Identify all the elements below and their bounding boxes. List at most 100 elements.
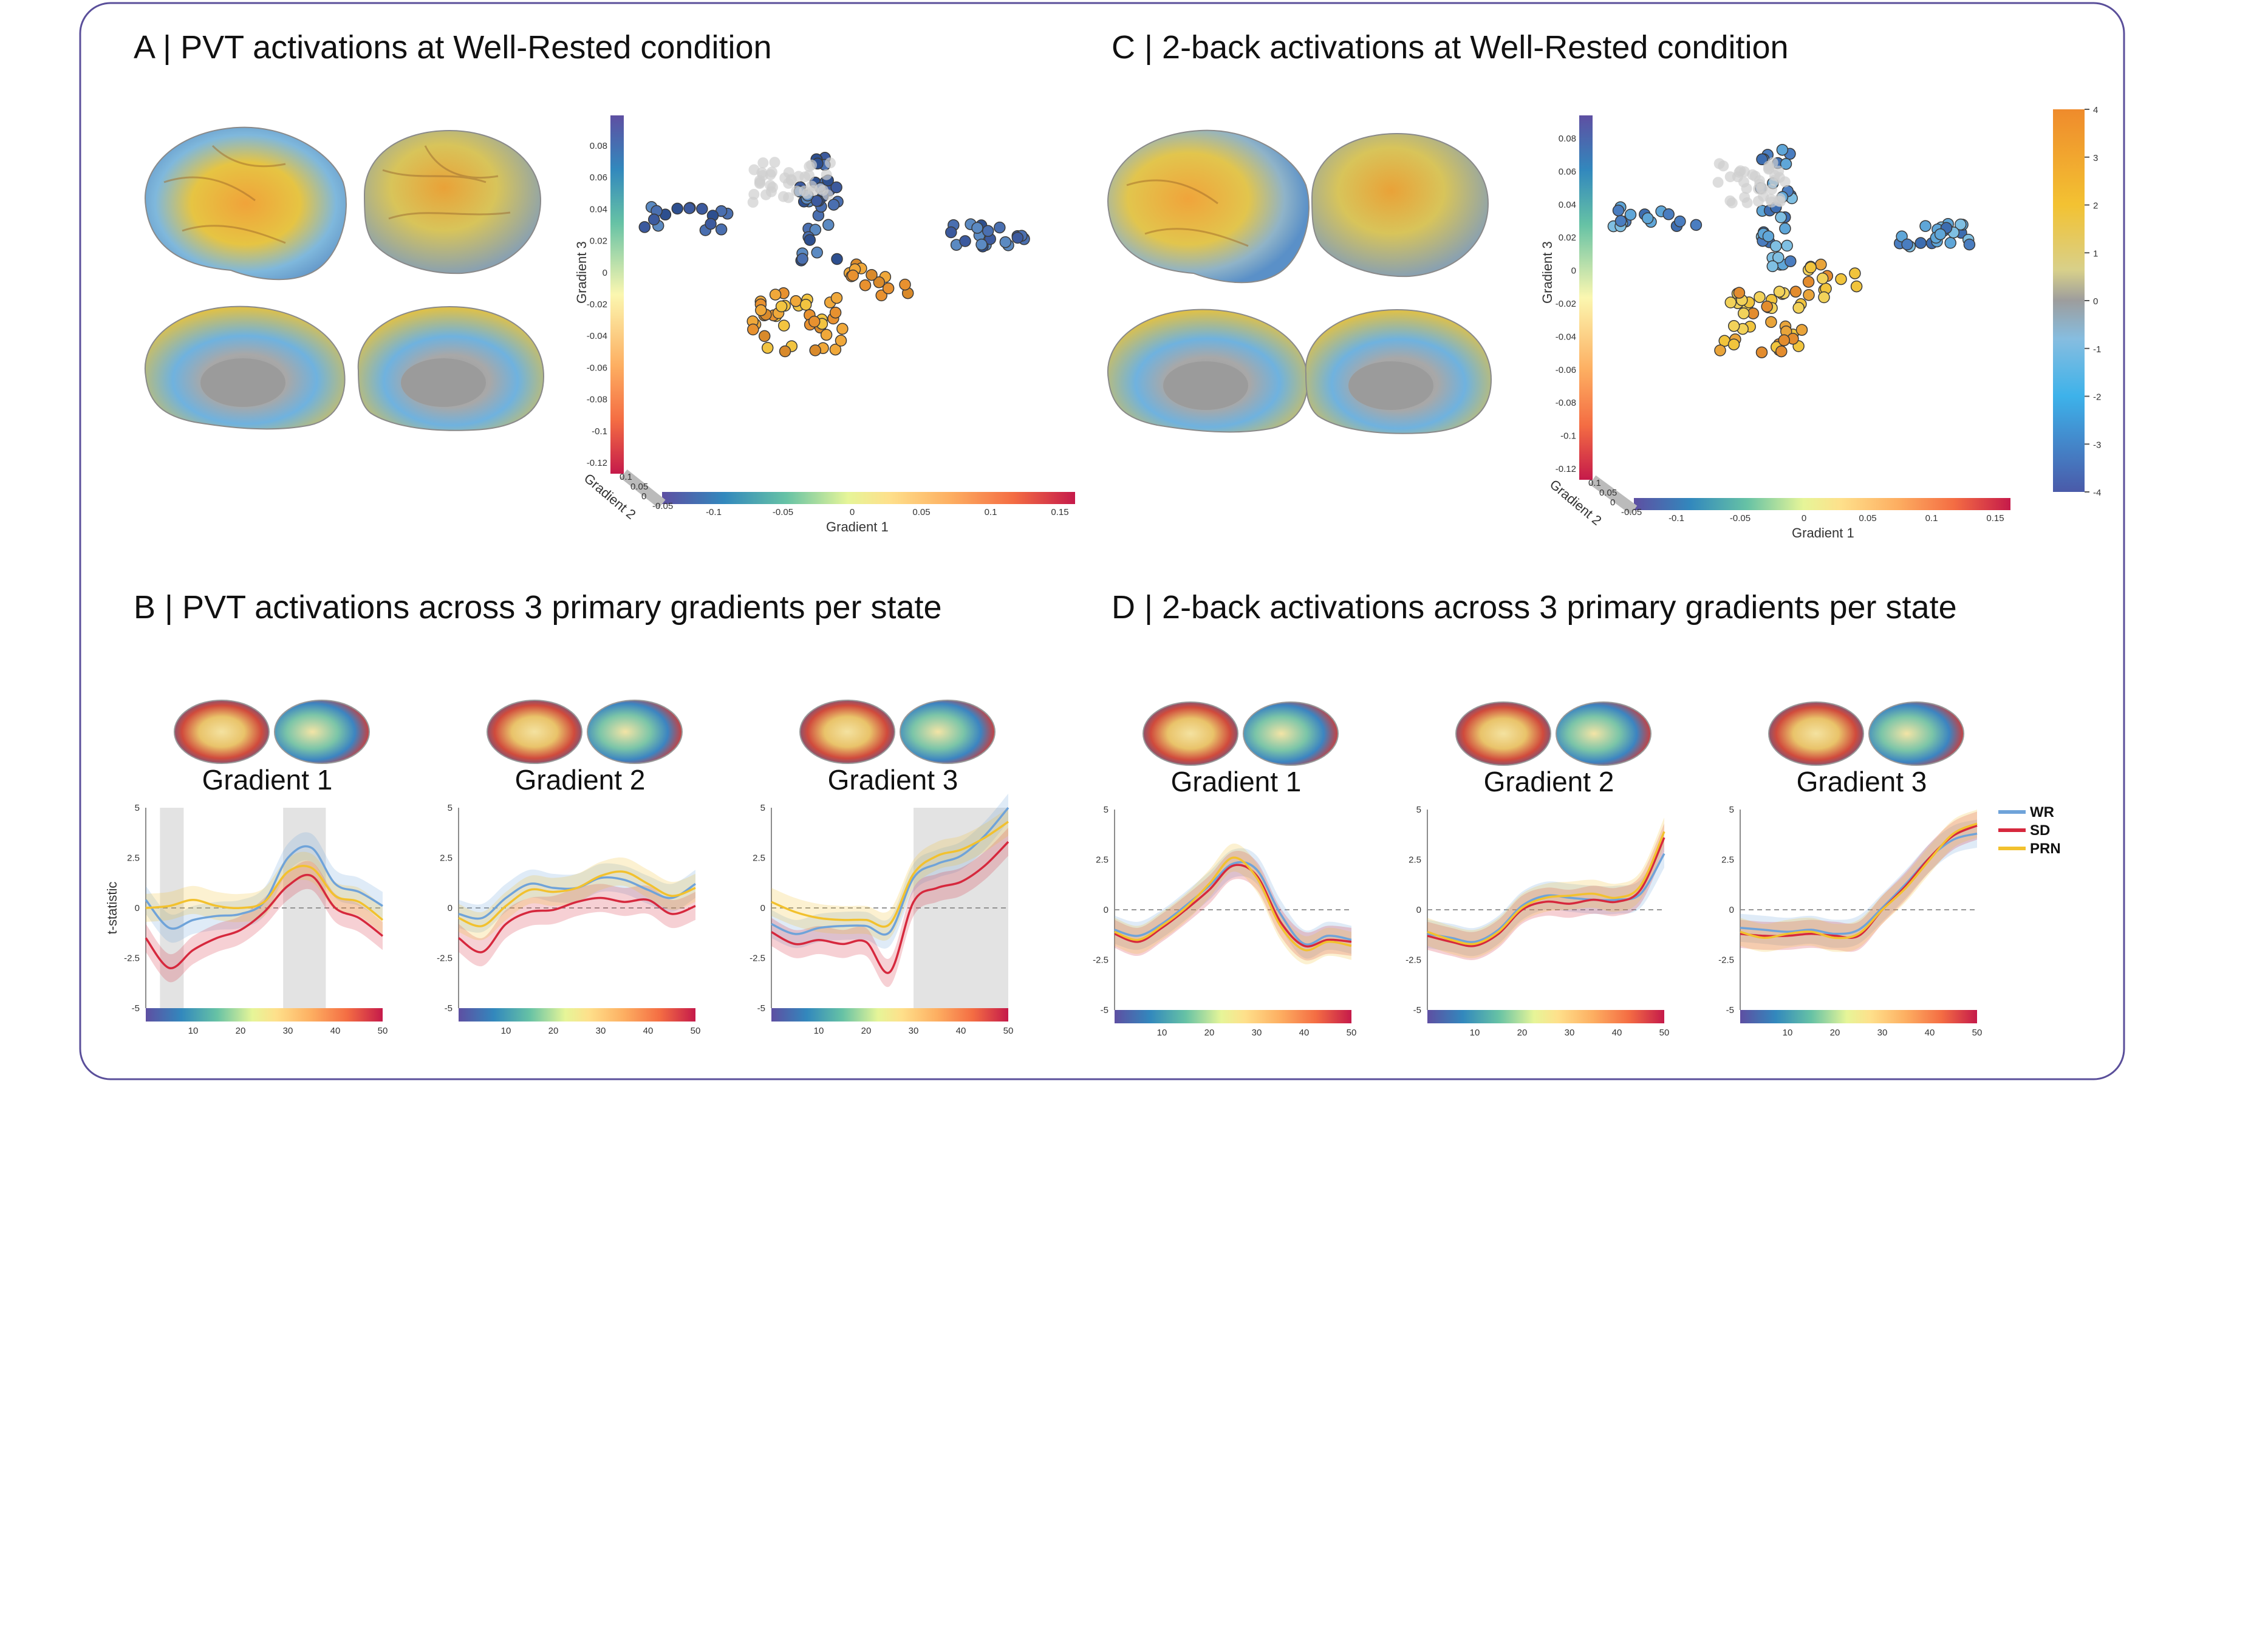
scatter-point [1766, 196, 1777, 208]
scatter-point [775, 300, 788, 313]
scatter-point [1011, 231, 1024, 244]
scatter-c-ytick-label: 0.02 [1559, 233, 1576, 243]
activation-tick-label: -1 [2093, 344, 2101, 355]
scatter-c-xtick-label: -0.1 [1669, 513, 1684, 524]
scatter-point [1919, 220, 1932, 232]
scatter-point [830, 292, 843, 304]
scatter-a-xtick-label: -0.05 [773, 507, 793, 517]
scatter-point [1762, 230, 1775, 242]
scatter-point [683, 202, 695, 214]
scatter-point [1641, 212, 1654, 225]
scatter-point [1724, 195, 1736, 206]
scatter-point [747, 323, 759, 336]
scatter-point [809, 344, 821, 356]
scatter-c-depth-axis [1589, 475, 1638, 515]
scatter-a-xtick-label: 0.05 [912, 507, 930, 517]
scatter-a-ytick-label: 0.08 [590, 141, 607, 151]
gradient-brain-medial-thumbnail [1556, 701, 1651, 766]
activation-tick-label: -3 [2093, 440, 2101, 450]
xtick-label: 30 [909, 1026, 919, 1036]
scatter-a-ytick-label: -0.02 [587, 299, 607, 310]
scatter-a-ylabel: Gradient 3 [574, 241, 589, 304]
scatter-a-ytick-label: 0.02 [590, 236, 607, 247]
gradient-brain-lateral-thumbnail [1768, 701, 1864, 766]
xtick-label: 10 [501, 1026, 511, 1036]
scatter-a-ytick-label: 0.04 [590, 204, 607, 214]
scatter-point [882, 282, 895, 295]
scatter-point [755, 304, 767, 316]
gradient-chart-b-3: Gradient 3 5 2.5 0 -2.5 -5 10 20 30 40 50 [750, 700, 1013, 1036]
confidence-band-prn [146, 851, 383, 934]
scatter-point [791, 185, 802, 197]
gradient-chart-d-2: Gradient 2 5 2.5 0 -2.5 -5 10 20 30 40 50 [1406, 701, 1669, 1038]
series-line-wr [771, 807, 1009, 936]
scatter-a-xlabel: Gradient 1 [826, 519, 889, 534]
ytick-label: 5 [448, 803, 453, 813]
scatter-c-z-ticks: 0.10.050 -0.05 [1588, 478, 1642, 517]
scatter-c-ytick-label: -0.12 [1556, 464, 1576, 474]
scatter-point [831, 253, 843, 265]
brain-lateral-right-c [1311, 132, 1489, 278]
scatter-point [757, 170, 768, 182]
ytick-label: 5 [1104, 805, 1108, 815]
confidence-band-sd [459, 884, 695, 967]
scatter-c-x-ticks: -0.1 -0.05 0 0.05 0.1 0.15 [1669, 513, 2004, 524]
scatter-a-ztick-label: -0.05 [652, 501, 673, 511]
scatter-point [804, 234, 816, 246]
scatter-c-xtick-label: 0.1 [1925, 513, 1938, 524]
scatter-point [1850, 280, 1863, 293]
ytick-label: -5 [445, 1003, 453, 1014]
ytick-label: 2.5 [1721, 855, 1734, 865]
series-line-sd [771, 841, 1009, 974]
gradient-chart-title: Gradient 3 [828, 764, 958, 796]
scatter-point [994, 221, 1006, 234]
scatter-point [971, 222, 983, 234]
ytick-label: -2.5 [437, 953, 453, 964]
confidence-band-sd [1427, 824, 1664, 960]
scatter-point [999, 236, 1012, 248]
ytick-label: 0 [1104, 905, 1108, 915]
scatter-point [1795, 324, 1808, 336]
scatter-point [1944, 237, 1956, 249]
xtick-label: 50 [691, 1026, 701, 1036]
gradient-brain-medial-thumbnail [587, 700, 683, 764]
ytick-label: -5 [132, 1003, 140, 1014]
series-line-prn [771, 820, 1009, 928]
activation-tick-label: 2 [2093, 201, 2098, 211]
scatter-point [1789, 285, 1802, 298]
scatter-point [705, 217, 717, 230]
activation-tick-label: 1 [2093, 248, 2098, 259]
scatter-point [796, 253, 808, 265]
gradient-brain-lateral-thumbnail [174, 700, 270, 764]
gradient-chart-b-1: Gradient 1 5 2.5 0 -2.5 -5 10 20 30 40 50 t-statist… [104, 700, 388, 1036]
xtick-label: 40 [1612, 1028, 1622, 1038]
figure-frame [79, 2, 2125, 1080]
scatter-point [830, 181, 842, 194]
activation-colorbar: 4 3 2 1 0 -1 -2 -3 -4 [2053, 105, 2101, 498]
gradient-chart-d-3: Gradient 3 5 2.5 0 -2.5 -5 10 20 30 40 50 [1718, 701, 1982, 1038]
scatter-point [1769, 170, 1780, 181]
gradient-colorbar [1427, 1010, 1664, 1023]
scatter-point [769, 288, 782, 301]
scatter-c-xtick-label: 0.05 [1859, 513, 1876, 524]
scatter-point [1727, 320, 1740, 332]
ytick-label: 5 [135, 803, 140, 813]
scatter-c-y-ticks: 0.08 0.06 0.04 0.02 0 -0.02 -0.04 -0.06 -0.08 -0.… [1556, 134, 1576, 474]
scatter-point [820, 329, 833, 341]
scatter-point [1712, 177, 1724, 188]
scatter-a-xtick-label: 0.15 [1051, 507, 1068, 517]
scatter-point [1803, 288, 1815, 301]
panel-b-title: B | PVT activations across 3 primary gra… [134, 589, 942, 626]
gradient-colorbar [1740, 1010, 1977, 1023]
scatter-point [765, 180, 776, 191]
scatter-point [1818, 291, 1830, 304]
scatter-a-ztick-label: 0.1 [620, 472, 632, 482]
confidence-band-prn [771, 808, 1008, 941]
scatter-point [1765, 316, 1777, 328]
ytick-label: -2.5 [750, 953, 765, 964]
scatter-point [1775, 211, 1787, 223]
scatter-point [1766, 260, 1779, 273]
legend-label-sd: SD [2030, 822, 2050, 839]
scatter-c-ytick-label: -0.02 [1556, 299, 1576, 309]
scatter-c-xtick-label: -0.05 [1730, 513, 1751, 524]
